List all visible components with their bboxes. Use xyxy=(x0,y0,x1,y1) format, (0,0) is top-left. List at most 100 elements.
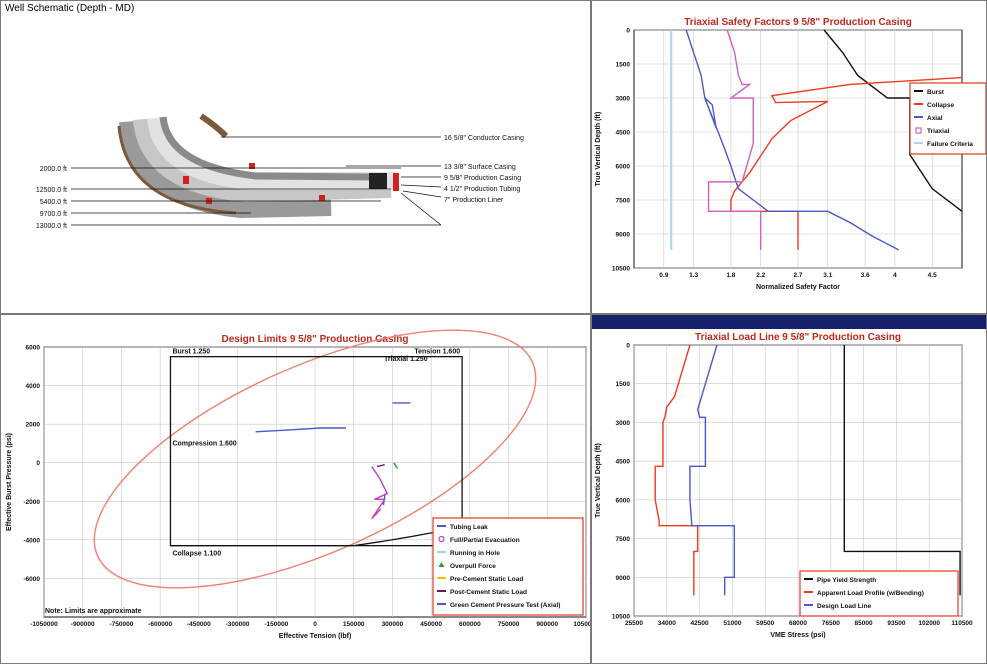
y-tick-label: 9000 xyxy=(616,232,631,239)
x-tick-label: 34000 xyxy=(658,620,676,627)
string-leader xyxy=(400,192,442,226)
legend-marker xyxy=(438,562,445,567)
y-tick-label: 1500 xyxy=(616,62,631,69)
liner-outline xyxy=(117,125,237,215)
series-line xyxy=(393,462,399,469)
x-tick-label: 1.3 xyxy=(689,272,698,279)
y-tick-label: 6000 xyxy=(616,164,631,171)
annotation-compression: Compression 1.600 xyxy=(172,440,236,447)
x-tick-label: 76500 xyxy=(822,620,840,627)
legend-entry: Axial xyxy=(927,115,943,122)
well-schematic-panel: Well Schematic (Depth - MD) xyxy=(0,0,591,314)
x-tick-label: 0.9 xyxy=(659,272,668,279)
triaxial-load-line-panel: Triaxial Load Line 9 5/8" Production Cas… xyxy=(591,314,987,664)
x-tick-label: 750000 xyxy=(498,621,520,628)
y-tick-label: 6000 xyxy=(616,497,631,504)
depth-label: 2000.0 ft xyxy=(40,166,67,173)
x-tick-label: -450000 xyxy=(187,621,211,628)
y-tick-label: 10500 xyxy=(612,614,630,621)
legend-entry: Green Cement Pressure Test (Axial) xyxy=(450,602,560,609)
x-tick-label: 1.8 xyxy=(726,272,735,279)
string-label: 7" Production Liner xyxy=(444,197,504,204)
y-tick-label: 0 xyxy=(626,28,630,35)
y-tick-label: 4500 xyxy=(616,130,631,137)
x-axis-label: Normalized Safety Factor xyxy=(756,284,840,291)
y-tick-label: 10500 xyxy=(612,266,630,273)
shoe-marker-2 xyxy=(249,163,255,169)
y-axis-label: Effective Burst Pressure (psi) xyxy=(6,433,13,531)
y-tick-label: 7500 xyxy=(616,536,631,543)
y-tick-label: 7500 xyxy=(616,198,631,205)
x-tick-label: 68000 xyxy=(789,620,807,627)
legend-entry: Overpull Force xyxy=(450,563,496,570)
annotation-tension: Tension 1.600 xyxy=(414,349,460,356)
x-tick-label: 150000 xyxy=(343,621,365,628)
production-casing-string xyxy=(147,116,396,190)
x-tick-label: 93500 xyxy=(887,620,905,627)
y-tick-label: -4000 xyxy=(23,537,40,544)
series-line xyxy=(654,344,699,596)
string-labels: 16 5/8" Conductor Casing 13 3/8" Surface… xyxy=(444,135,524,204)
chart-title: Design Limits 9 5/8" Production Casing xyxy=(222,334,409,345)
y-tick-label: 6000 xyxy=(26,345,41,352)
shoe-marker-1 xyxy=(183,176,189,184)
legend-entry: Failure Criteria xyxy=(927,141,973,148)
conductor-shoe xyxy=(199,113,229,139)
x-tick-label: 42500 xyxy=(691,620,709,627)
x-axis-label: Effective Tension (lbf) xyxy=(279,633,352,640)
x-tick-label: 85000 xyxy=(855,620,873,627)
triaxial-safety-factors-chart: Triaxial Safety Factors 9 5/8" Productio… xyxy=(595,17,986,291)
legend-entry: Full/Partial Evacuation xyxy=(450,537,520,544)
x-tick-label: 0 xyxy=(313,621,317,628)
string-label: 13 3/8" Surface Casing xyxy=(444,164,516,171)
x-tick-label: 1050000 xyxy=(573,621,590,628)
string-leader xyxy=(400,184,442,188)
triaxial-ellipse xyxy=(93,329,537,589)
x-tick-label: -1050000 xyxy=(30,621,58,628)
legend-entry: Apparent Load Profile (w/Bending) xyxy=(817,590,924,597)
x-tick-label: 25500 xyxy=(625,620,643,627)
chart-title: Triaxial Safety Factors 9 5/8" Productio… xyxy=(684,17,912,28)
shoe-marker-4 xyxy=(319,195,325,201)
y-tick-label: 9000 xyxy=(616,575,631,582)
string-label: 4 1/2" Production Tubing xyxy=(444,186,521,193)
series-line xyxy=(376,463,385,468)
x-tick-label: 4 xyxy=(893,272,897,279)
x-tick-label: 300000 xyxy=(382,621,404,628)
x-tick-label: 3.6 xyxy=(861,272,870,279)
x-tick-label: 51000 xyxy=(723,620,741,627)
legend-entry: Burst xyxy=(927,89,945,96)
x-tick-label: -900000 xyxy=(71,621,95,628)
x-tick-label: 2.7 xyxy=(793,272,802,279)
depth-label: 5400.0 ft xyxy=(40,199,67,206)
shoe-marker-5 xyxy=(369,173,387,189)
legend-entry: Tubing Leak xyxy=(450,524,488,531)
x-axis-label: VME Stress (psi) xyxy=(770,632,825,639)
depth-label: 9700.0 ft xyxy=(40,211,67,218)
legend-marker xyxy=(438,535,445,543)
schematic-title: Well Schematic (Depth - MD) xyxy=(5,3,135,14)
y-tick-label: -6000 xyxy=(23,576,40,583)
y-axis-label: True Vertical Depth (ft) xyxy=(595,443,602,518)
x-tick-label: -600000 xyxy=(148,621,172,628)
x-tick-label: 900000 xyxy=(536,621,558,628)
depth-leaders xyxy=(71,136,442,226)
legend-entry: Running in Hole xyxy=(450,550,500,557)
legend-box xyxy=(432,517,584,616)
y-tick-label: -2000 xyxy=(23,499,40,506)
depth-labels: 2000.0 ft 12500.0 ft 5400.0 ft 9700.0 ft… xyxy=(36,166,67,230)
y-tick-label: 4500 xyxy=(616,459,631,466)
series-line xyxy=(823,29,963,212)
triaxial-load-line-chart: Triaxial Load Line 9 5/8" Production Cas… xyxy=(595,332,973,639)
triaxial-safety-factors-panel: Triaxial Safety Factors 9 5/8" Productio… xyxy=(591,0,987,314)
string-label: 16 5/8" Conductor Casing xyxy=(444,135,524,142)
depth-label: 12500.0 ft xyxy=(36,187,67,194)
x-tick-label: -300000 xyxy=(226,621,250,628)
series-line xyxy=(730,76,963,250)
design-limits-panel: Design Limits 9 5/8" Production Casing -1… xyxy=(0,314,591,664)
shoe-marker-6 xyxy=(393,173,399,191)
series-line xyxy=(843,345,961,596)
annotation-collapse: Collapse 1.100 xyxy=(172,551,221,558)
x-tick-label: 2.2 xyxy=(756,272,765,279)
y-tick-label: 3000 xyxy=(616,420,631,427)
